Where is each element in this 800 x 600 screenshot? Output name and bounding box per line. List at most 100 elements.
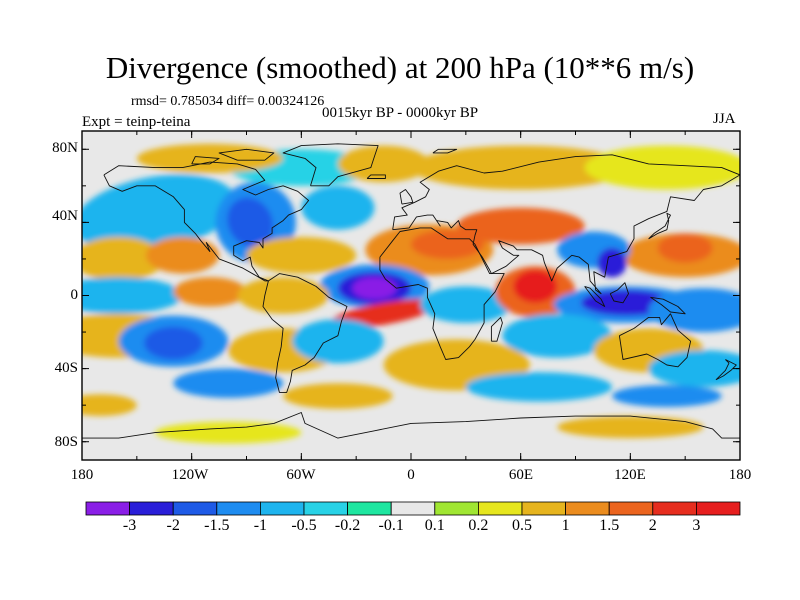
field-patch <box>648 350 740 387</box>
field-patch <box>648 288 740 333</box>
colorbar-label: -1 <box>253 517 268 534</box>
field-patch <box>283 383 393 409</box>
coastline <box>432 148 458 154</box>
colorbar-swatch <box>565 501 610 516</box>
colorbar-swatch <box>129 501 174 516</box>
colorbar-swatch <box>608 501 654 516</box>
field-patch <box>292 319 384 364</box>
coastline <box>82 412 740 439</box>
coastline <box>490 316 503 342</box>
colorbar-label: -1.5 <box>204 517 230 534</box>
colorbar-label: -0.2 <box>334 517 361 534</box>
coastline <box>392 154 740 295</box>
field-patch <box>155 421 302 444</box>
field-patch <box>144 326 203 360</box>
field-patch <box>612 385 722 407</box>
axis-ticks <box>81 131 741 460</box>
coastline <box>366 174 386 179</box>
lon-tick-label: 180 <box>728 467 752 483</box>
field-patch <box>82 237 165 281</box>
colorbar-swatch <box>216 501 261 516</box>
colorbar-label: -0.1 <box>378 517 404 534</box>
colorbar-swatch <box>696 501 741 516</box>
field-patch <box>136 143 284 174</box>
colorbar-label: -3 <box>122 517 137 534</box>
field-patch <box>173 368 284 398</box>
colorbar-swatch <box>259 501 305 516</box>
season-label: JJA <box>713 111 736 127</box>
field-patch <box>420 286 512 323</box>
field-patch <box>301 185 375 230</box>
divergence-field <box>82 131 740 460</box>
colorbar-swatch <box>85 501 130 516</box>
plot-title: Divergence (smoothed) at 200 hPa (10**6 … <box>105 50 695 85</box>
coastline <box>218 148 275 161</box>
field-patch <box>82 174 237 252</box>
field-patch <box>227 197 274 248</box>
field-patch <box>352 277 397 300</box>
lat-tick-label: 40S <box>54 360 78 376</box>
coastline <box>618 313 692 368</box>
field-patch <box>173 277 247 307</box>
period-label: 0015kyr BP - 0000kyr BP <box>322 105 479 121</box>
field-patch <box>557 416 704 439</box>
lat-tick-label: 80N <box>52 140 78 156</box>
coastline <box>648 212 671 240</box>
lon-tick-label: 120E <box>614 467 646 483</box>
field-patch <box>465 372 613 402</box>
lon-tick-label: 180 <box>70 467 94 483</box>
field-patch <box>145 237 220 274</box>
coastline <box>191 156 220 165</box>
coastline <box>399 189 414 205</box>
field-patch <box>237 277 329 314</box>
colorbar-label: 3 <box>692 517 701 534</box>
field-patch <box>329 299 438 329</box>
field-patch <box>337 145 430 183</box>
colorbar-swatch <box>172 501 218 516</box>
coastlines <box>82 143 740 439</box>
lon-tick-label: 60E <box>508 467 534 483</box>
colorbar-swatch <box>390 501 436 516</box>
lat-tick-label: 40N <box>52 208 78 224</box>
colorbar-label: 1.5 <box>599 517 620 534</box>
field-patch <box>411 229 485 259</box>
field-patch <box>502 313 613 358</box>
colorbar-label: 0.1 <box>424 517 445 534</box>
field-patch <box>657 233 713 263</box>
coastline <box>282 143 379 187</box>
lon-tick-label: 60W <box>286 467 316 483</box>
coastline <box>584 285 606 307</box>
colorbar-swatch <box>347 501 392 516</box>
field-patch <box>246 237 357 274</box>
coastline <box>715 359 737 381</box>
rmsd-diff-stats: rmsd= 0.785034 diff= 0.00324126 <box>131 94 325 109</box>
field-patch <box>597 247 627 278</box>
coastline <box>262 273 348 393</box>
colorbar-swatch <box>652 501 697 516</box>
coastline <box>379 227 505 360</box>
experiment-label: Expt = teinp-teina <box>82 114 191 130</box>
lon-tick-label: 0 <box>407 467 415 483</box>
colorbar <box>85 501 741 516</box>
colorbar-label: 0.5 <box>512 517 532 534</box>
lon-tick-label: 120W <box>171 467 209 483</box>
coastline <box>650 296 686 315</box>
lat-tick-label: 80S <box>54 434 78 450</box>
colorbar-swatch <box>477 501 523 516</box>
field-patch <box>456 207 585 245</box>
colorbar-swatch <box>521 501 566 516</box>
colorbar-label: 0.2 <box>468 517 489 534</box>
lat-tick-label: 0 <box>70 287 79 303</box>
colorbar-label: 1 <box>561 517 570 534</box>
field-patch <box>513 269 558 303</box>
coastline <box>103 161 310 282</box>
colorbar-swatch <box>434 501 479 516</box>
coastline <box>609 282 629 304</box>
colorbar-label: 2 <box>648 517 657 534</box>
colorbar-label: -0.5 <box>291 517 317 534</box>
field-patch <box>584 145 740 190</box>
field-patch <box>82 394 137 417</box>
colorbar-label: -2 <box>166 517 180 534</box>
colorbar-swatch <box>303 501 348 516</box>
